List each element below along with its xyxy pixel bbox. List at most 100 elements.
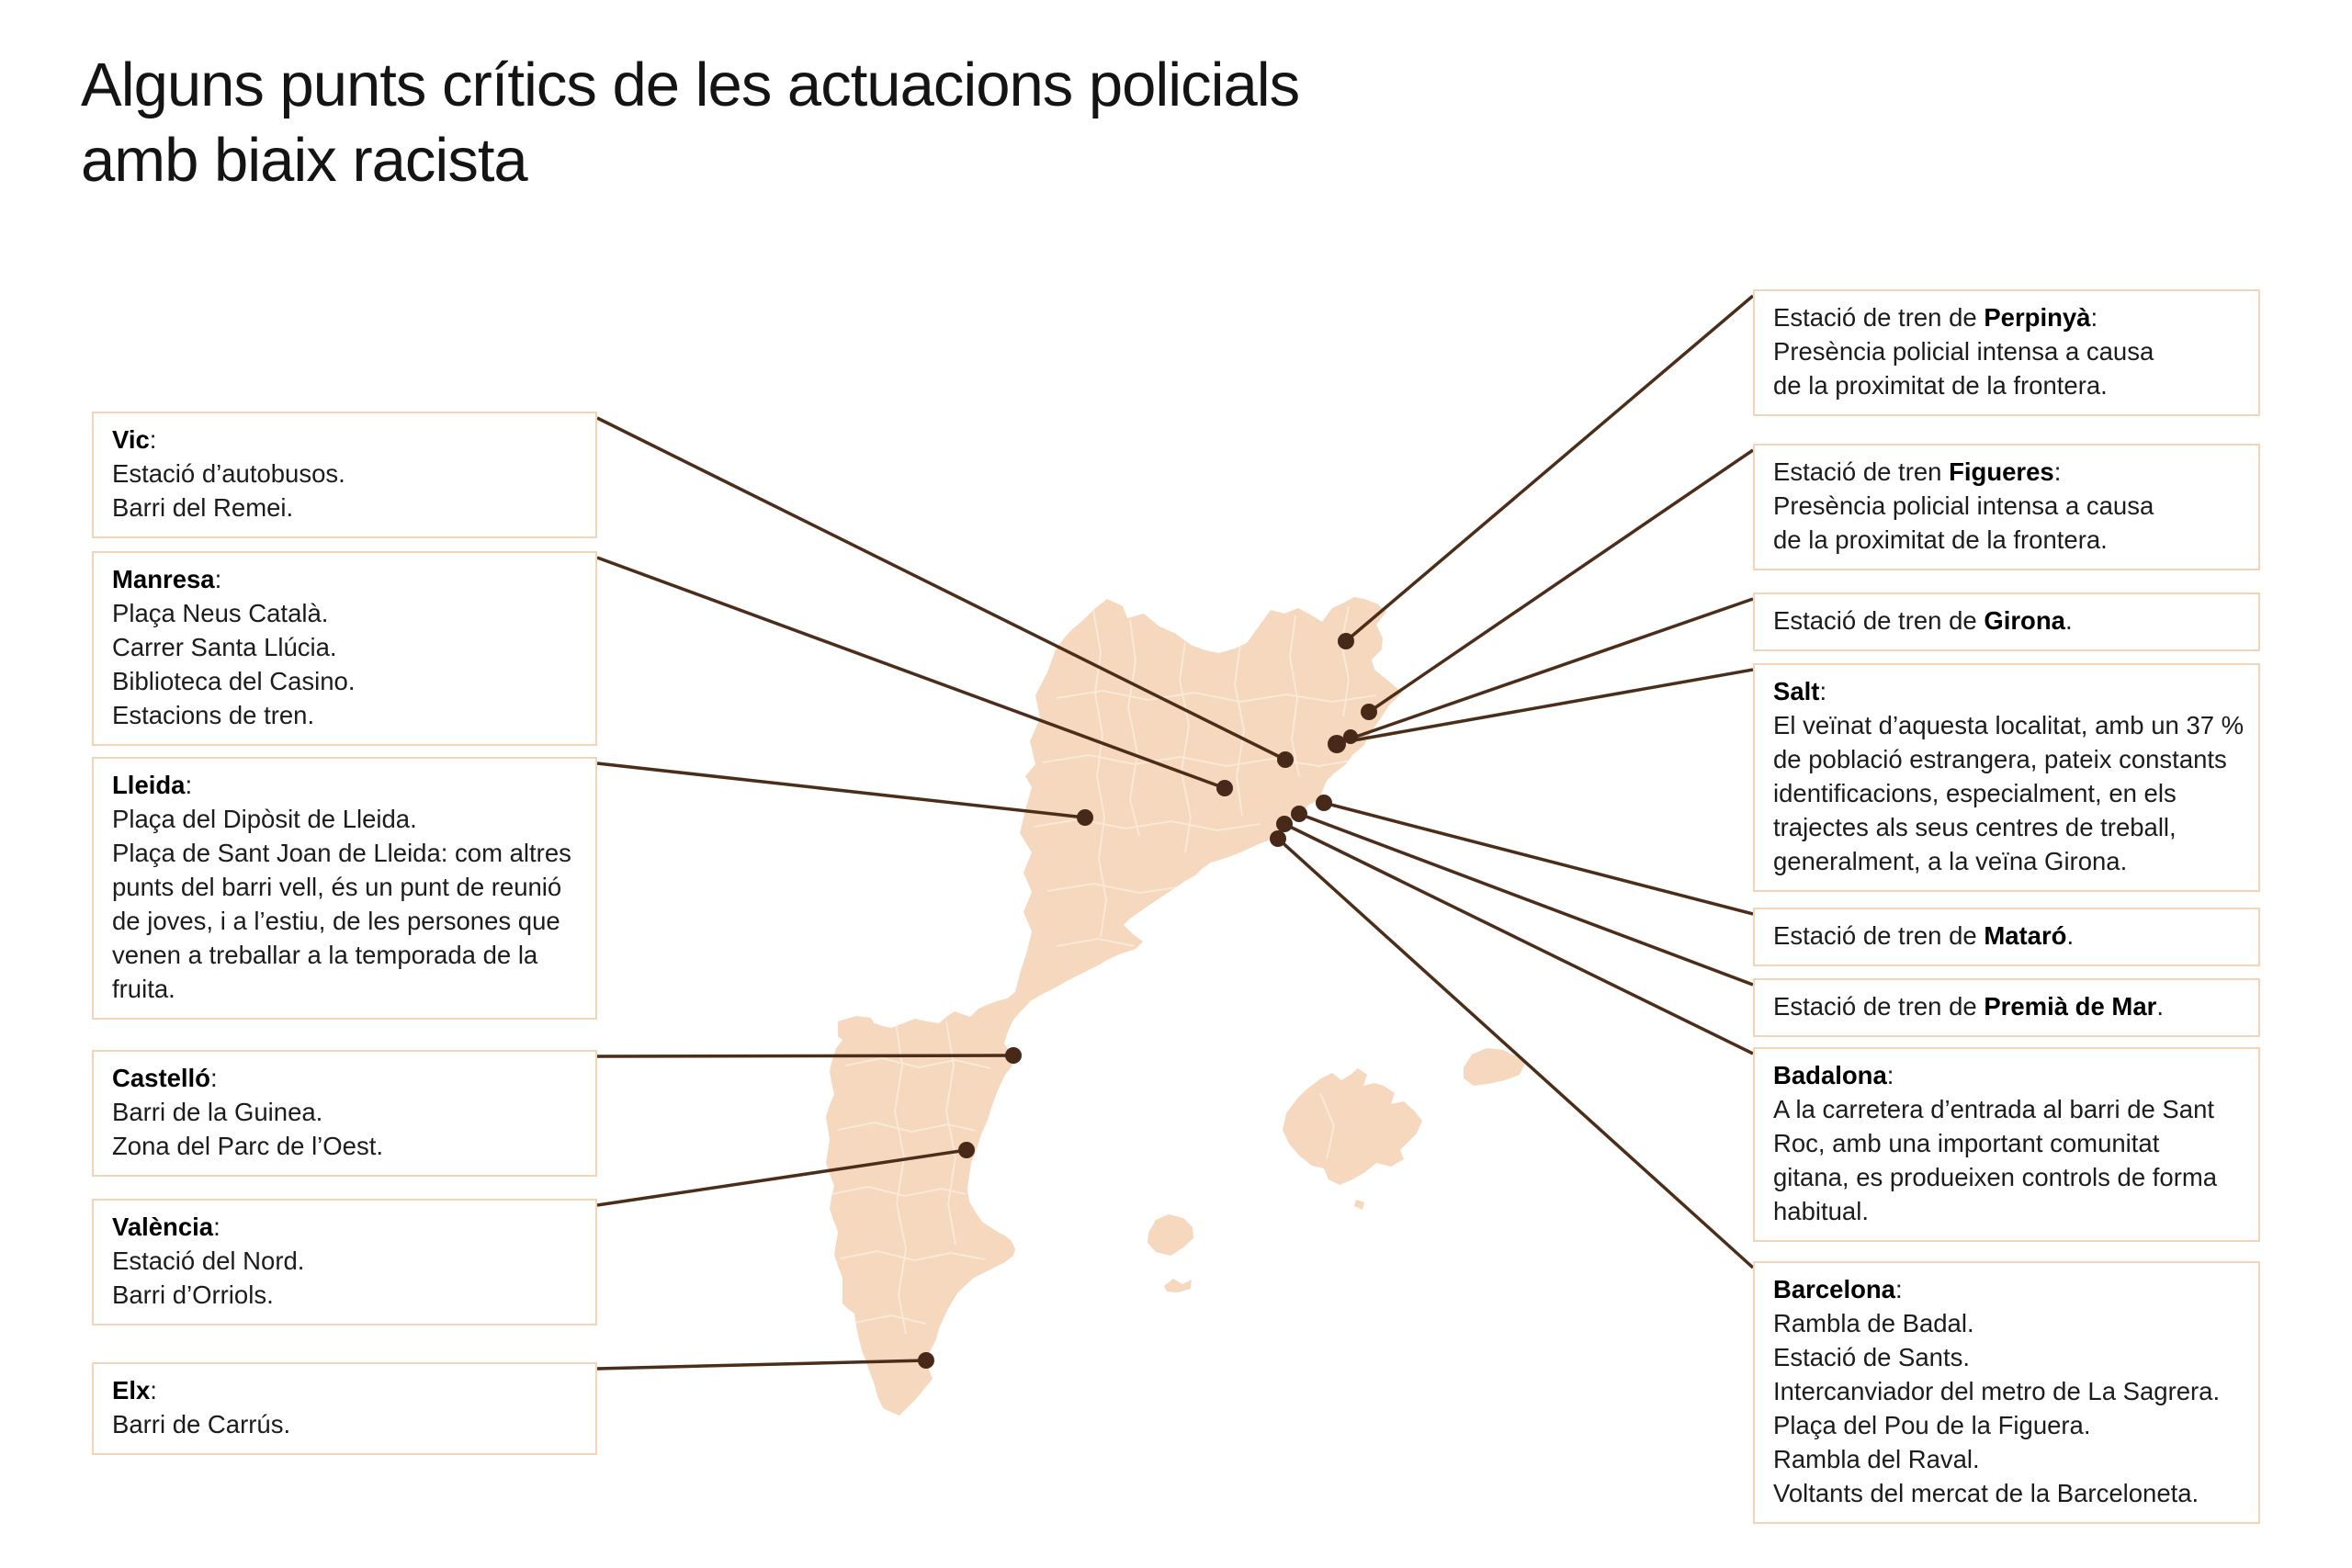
island-shape xyxy=(1354,1200,1364,1210)
callout-text: Estació de tren de xyxy=(1773,303,1984,332)
salt-dot xyxy=(1328,735,1346,753)
callout-text-bold: Perpinyà xyxy=(1984,303,2091,332)
callout-line: de joves, i a l’estiu, de les persones q… xyxy=(112,904,577,938)
callout-text: Barri d’Orriols. xyxy=(112,1280,274,1309)
callout-line: Estació de tren de Girona. xyxy=(1773,604,2240,637)
callout-line: trajectes als seus centres de treball, xyxy=(1773,810,2240,844)
callout-text: Carrer Santa Llúcia. xyxy=(112,633,337,661)
callout-text: : xyxy=(2090,303,2098,332)
callout-text-bold: Salt xyxy=(1773,677,1820,705)
callout-line: Manresa: xyxy=(112,562,577,596)
callout-barcelona: Barcelona: Rambla de Badal. Estació de San… xyxy=(1753,1261,2260,1524)
callout-text: Estació del Nord. xyxy=(112,1247,305,1275)
island-shape xyxy=(1464,1048,1525,1086)
callout-text: Roc, amb una important comunitat xyxy=(1773,1129,2160,1157)
callout-text: Barri del Remei. xyxy=(112,493,294,522)
callout-line: gitana, es produeixen controls de forma xyxy=(1773,1160,2240,1194)
island-shape xyxy=(1164,1279,1192,1292)
callout-line: Roc, amb una important comunitat xyxy=(1773,1126,2240,1160)
callout-line: Rambla del Raval. xyxy=(1773,1442,2240,1476)
callout-text: gitana, es produeixen controls de forma xyxy=(1773,1163,2218,1191)
callout-premia: Estació de tren de Premià de Mar. xyxy=(1753,978,2260,1037)
callout-text-bold: Figueres xyxy=(1949,457,2054,486)
callout-text: generalment, a la veïna Girona. xyxy=(1773,847,2128,875)
valencia-dot xyxy=(958,1142,975,1158)
callout-mataro: Estació de tren de Mataró. xyxy=(1753,908,2260,966)
mainland-shape xyxy=(826,597,1402,1416)
connector-line-elx xyxy=(596,1359,927,1371)
callout-text: Biblioteca del Casino. xyxy=(112,667,356,695)
connector-line-badalona xyxy=(1283,822,1754,1055)
callout-line: Carrer Santa Llúcia. xyxy=(112,630,577,664)
connector-line-vic xyxy=(596,416,1286,761)
callout-line: Elx: xyxy=(112,1373,577,1407)
callout-line: A la carretera d’entrada al barri de San… xyxy=(1773,1092,2240,1126)
callout-salt: Salt: El veïnat d’aquesta localitat, amb … xyxy=(1753,663,2260,892)
callout-text: habitual. xyxy=(1773,1197,1869,1225)
badalona-dot xyxy=(1276,816,1293,832)
page-title-line-2: amb biaix racista xyxy=(81,126,528,195)
vic-dot xyxy=(1277,751,1294,768)
girona-dot xyxy=(1343,729,1358,744)
callout-line: fruita. xyxy=(112,972,577,1006)
callout-text: Plaça Neus Català. xyxy=(112,599,329,627)
callout-line: de població estrangera, pateix constants xyxy=(1773,742,2240,776)
page-title-line-1: Alguns punts crítics de les actuacions p… xyxy=(81,51,1300,119)
callout-text: Presència policial intensa a causa xyxy=(1773,491,2154,520)
callout-line: Rambla de Badal. xyxy=(1773,1306,2240,1340)
callout-line: Presència policial intensa a causa xyxy=(1773,489,2240,523)
connector-line-mataro xyxy=(1323,801,1754,916)
callout-line: Badalona: xyxy=(1773,1058,2240,1092)
callout-text: El veïnat d’aquesta localitat, amb un 37… xyxy=(1773,711,2245,739)
figueres-dot xyxy=(1361,704,1377,720)
callout-line: Estació de Sants. xyxy=(1773,1340,2240,1374)
comarca-borders xyxy=(831,605,1377,1335)
callout-text-bold: Premià de Mar xyxy=(1984,992,2157,1021)
callout-text: : xyxy=(213,1213,220,1241)
callout-text: : xyxy=(149,425,157,454)
callout-text: Estació de tren xyxy=(1773,457,1950,486)
callout-line: punts del barri vell, és un punt de reun… xyxy=(112,870,577,904)
callout-text-bold: Mataró xyxy=(1984,921,2067,950)
connector-line-figueres xyxy=(1368,448,1754,714)
connector-line-salt xyxy=(1352,668,1754,742)
callout-lleida: Lleida: Plaça del Dipòsit de Lleida. Plaça… xyxy=(92,757,597,1020)
callout-text: : xyxy=(1819,677,1827,705)
callout-line: Zona del Parc de l’Oest. xyxy=(112,1129,577,1163)
callout-line: Plaça del Pou de la Figuera. xyxy=(1773,1408,2240,1442)
callout-line: Barri del Remei. xyxy=(112,491,577,525)
callout-line: Lleida: xyxy=(112,768,577,802)
callout-elx: Elx: Barri de Carrús. xyxy=(92,1362,597,1455)
callout-text: de joves, i a l’estiu, de les persones q… xyxy=(112,907,560,935)
manresa-dot xyxy=(1216,780,1233,796)
callout-text: identificacions, especialment, en els xyxy=(1773,779,2177,807)
callout-text: Rambla del Raval. xyxy=(1773,1445,1980,1473)
callout-text: punts del barri vell, és un punt de reun… xyxy=(112,873,562,901)
callout-line: generalment, a la veïna Girona. xyxy=(1773,844,2240,878)
callout-text: A la carretera d’entrada al barri de San… xyxy=(1773,1095,2215,1123)
callout-text: Zona del Parc de l’Oest. xyxy=(112,1132,384,1160)
callout-text: Estació de tren de xyxy=(1773,606,1984,635)
callout-text: de la proximitat de la frontera. xyxy=(1773,525,2108,554)
callout-text: de la proximitat de la frontera. xyxy=(1773,371,2108,400)
callout-text-bold: Lleida xyxy=(112,771,186,799)
callout-text: Estació de tren de xyxy=(1773,992,1984,1021)
callout-line: Barri d’Orriols. xyxy=(112,1278,577,1312)
connector-line-girona xyxy=(1352,597,1754,739)
callout-castello: Castelló: Barri de la Guinea. Zona del Par… xyxy=(92,1050,597,1177)
callout-line: València: xyxy=(112,1210,577,1244)
callout-line: Plaça del Dipòsit de Lleida. xyxy=(112,802,577,836)
connector-line-valencia xyxy=(596,1148,967,1207)
callout-text-bold: Vic xyxy=(112,425,150,454)
exclave-shape xyxy=(838,1016,878,1045)
lleida-dot xyxy=(1077,809,1093,826)
callout-text: Voltants del mercat de la Barceloneta. xyxy=(1773,1479,2199,1507)
callout-text: : xyxy=(185,771,193,799)
island-shape xyxy=(1283,1068,1422,1185)
callout-text: : xyxy=(150,1376,157,1404)
callout-text: Presència policial intensa a causa xyxy=(1773,337,2154,366)
callout-text: Plaça del Dipòsit de Lleida. xyxy=(112,805,417,833)
callout-text: Intercanviador del metro de La Sagrera. xyxy=(1773,1377,2221,1405)
